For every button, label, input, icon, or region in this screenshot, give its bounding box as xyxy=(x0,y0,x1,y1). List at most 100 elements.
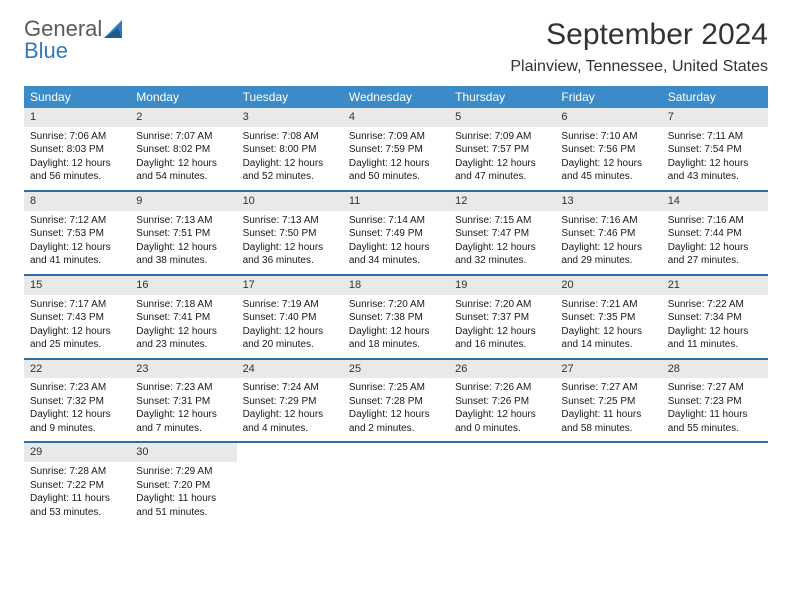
sunset-line: Sunset: 7:20 PM xyxy=(136,479,230,493)
daylight-line: Daylight: 12 hours and 27 minutes. xyxy=(668,241,762,268)
daylight-line: Daylight: 12 hours and 52 minutes. xyxy=(243,157,337,184)
sunset-line: Sunset: 7:37 PM xyxy=(455,311,549,325)
day-cell: 8Sunrise: 7:12 AMSunset: 7:53 PMDaylight… xyxy=(24,192,130,274)
sunset-line: Sunset: 8:03 PM xyxy=(30,143,124,157)
day-number: 25 xyxy=(343,360,449,379)
sunset-line: Sunset: 7:53 PM xyxy=(30,227,124,241)
sunset-line: Sunset: 7:34 PM xyxy=(668,311,762,325)
sunrise-line: Sunrise: 7:09 AM xyxy=(455,130,549,144)
sunrise-line: Sunrise: 7:13 AM xyxy=(136,214,230,228)
daylight-line: Daylight: 12 hours and 16 minutes. xyxy=(455,325,549,352)
day-cell: 24Sunrise: 7:24 AMSunset: 7:29 PMDayligh… xyxy=(237,360,343,442)
daylight-line: Daylight: 12 hours and 50 minutes. xyxy=(349,157,443,184)
daylight-line: Daylight: 12 hours and 43 minutes. xyxy=(668,157,762,184)
day-number: 18 xyxy=(343,276,449,295)
sunrise-line: Sunrise: 7:18 AM xyxy=(136,298,230,312)
sunset-line: Sunset: 7:50 PM xyxy=(243,227,337,241)
calendar: SundayMondayTuesdayWednesdayThursdayFrid… xyxy=(24,86,768,525)
day-cell: 12Sunrise: 7:15 AMSunset: 7:47 PMDayligh… xyxy=(449,192,555,274)
day-number: 23 xyxy=(130,360,236,379)
day-cell: 16Sunrise: 7:18 AMSunset: 7:41 PMDayligh… xyxy=(130,276,236,358)
daylight-line: Daylight: 12 hours and 34 minutes. xyxy=(349,241,443,268)
day-number: 26 xyxy=(449,360,555,379)
sunset-line: Sunset: 7:57 PM xyxy=(455,143,549,157)
day-cell: 23Sunrise: 7:23 AMSunset: 7:31 PMDayligh… xyxy=(130,360,236,442)
logo-text-blue: Blue xyxy=(24,38,68,63)
day-number: 19 xyxy=(449,276,555,295)
day-number: 4 xyxy=(343,108,449,127)
day-cell: 21Sunrise: 7:22 AMSunset: 7:34 PMDayligh… xyxy=(662,276,768,358)
day-header: Monday xyxy=(130,86,236,108)
day-cell: 5Sunrise: 7:09 AMSunset: 7:57 PMDaylight… xyxy=(449,108,555,190)
daylight-line: Daylight: 12 hours and 38 minutes. xyxy=(136,241,230,268)
day-header: Tuesday xyxy=(237,86,343,108)
sunrise-line: Sunrise: 7:11 AM xyxy=(668,130,762,144)
sunset-line: Sunset: 7:43 PM xyxy=(30,311,124,325)
daylight-line: Daylight: 12 hours and 7 minutes. xyxy=(136,408,230,435)
sunset-line: Sunset: 7:46 PM xyxy=(561,227,655,241)
daylight-line: Daylight: 11 hours and 51 minutes. xyxy=(136,492,230,519)
day-cell: 9Sunrise: 7:13 AMSunset: 7:51 PMDaylight… xyxy=(130,192,236,274)
day-cell: 2Sunrise: 7:07 AMSunset: 8:02 PMDaylight… xyxy=(130,108,236,190)
sunset-line: Sunset: 8:02 PM xyxy=(136,143,230,157)
page-title: September 2024 xyxy=(510,18,768,52)
daylight-line: Daylight: 12 hours and 14 minutes. xyxy=(561,325,655,352)
sunset-line: Sunset: 7:32 PM xyxy=(30,395,124,409)
sunrise-line: Sunrise: 7:27 AM xyxy=(668,381,762,395)
sunrise-line: Sunrise: 7:13 AM xyxy=(243,214,337,228)
page-subtitle: Plainview, Tennessee, United States xyxy=(510,58,768,76)
daylight-line: Daylight: 12 hours and 11 minutes. xyxy=(668,325,762,352)
daylight-line: Daylight: 12 hours and 45 minutes. xyxy=(561,157,655,184)
daylight-line: Daylight: 12 hours and 56 minutes. xyxy=(30,157,124,184)
day-number: 5 xyxy=(449,108,555,127)
sunset-line: Sunset: 7:23 PM xyxy=(668,395,762,409)
day-cell: 10 Sunrise: 7:13 AMSunset: 7:50 PMDayligh… xyxy=(237,192,343,274)
day-number: 24 xyxy=(237,360,343,379)
sunrise-line: Sunrise: 7:24 AM xyxy=(243,381,337,395)
sunrise-line: Sunrise: 7:28 AM xyxy=(30,465,124,479)
day-cell: 19Sunrise: 7:20 AMSunset: 7:37 PMDayligh… xyxy=(449,276,555,358)
day-number: 20 xyxy=(555,276,661,295)
day-header: Thursday xyxy=(449,86,555,108)
sunset-line: Sunset: 8:00 PM xyxy=(243,143,337,157)
sunset-line: Sunset: 7:40 PM xyxy=(243,311,337,325)
week-row: 8Sunrise: 7:12 AMSunset: 7:53 PMDaylight… xyxy=(24,190,768,274)
day-number: 2 xyxy=(130,108,236,127)
sunrise-line: Sunrise: 7:08 AM xyxy=(243,130,337,144)
day-cell: 17Sunrise: 7:19 AMSunset: 7:40 PMDayligh… xyxy=(237,276,343,358)
sunset-line: Sunset: 7:26 PM xyxy=(455,395,549,409)
sunrise-line: Sunrise: 7:17 AM xyxy=(30,298,124,312)
sunset-line: Sunset: 7:38 PM xyxy=(349,311,443,325)
day-cell: 14Sunrise: 7:16 AMSunset: 7:44 PMDayligh… xyxy=(662,192,768,274)
daylight-line: Daylight: 12 hours and 36 minutes. xyxy=(243,241,337,268)
day-cell: 1Sunrise: 7:06 AMSunset: 8:03 PMDaylight… xyxy=(24,108,130,190)
day-number: 3 xyxy=(237,108,343,127)
sunset-line: Sunset: 7:59 PM xyxy=(349,143,443,157)
day-number: 12 xyxy=(449,192,555,211)
header: General Blue September 2024 Plainview, T… xyxy=(24,18,768,76)
day-cell: 7Sunrise: 7:11 AMSunset: 7:54 PMDaylight… xyxy=(662,108,768,190)
title-block: September 2024 Plainview, Tennessee, Uni… xyxy=(510,18,768,76)
sunrise-line: Sunrise: 7:26 AM xyxy=(455,381,549,395)
sunset-line: Sunset: 7:22 PM xyxy=(30,479,124,493)
day-number: 27 xyxy=(555,360,661,379)
day-number: 28 xyxy=(662,360,768,379)
day-cell: 6Sunrise: 7:10 AMSunset: 7:56 PMDaylight… xyxy=(555,108,661,190)
day-cell-empty xyxy=(237,443,343,525)
day-number: 9 xyxy=(130,192,236,211)
sunrise-line: Sunrise: 7:19 AM xyxy=(243,298,337,312)
sunset-line: Sunset: 7:54 PM xyxy=(668,143,762,157)
day-number: 17 xyxy=(237,276,343,295)
sunrise-line: Sunrise: 7:09 AM xyxy=(349,130,443,144)
day-cell: 4 Sunrise: 7:09 AMSunset: 7:59 PMDaylight… xyxy=(343,108,449,190)
day-cell: 27Sunrise: 7:27 AMSunset: 7:25 PMDayligh… xyxy=(555,360,661,442)
sunrise-line: Sunrise: 7:16 AM xyxy=(668,214,762,228)
sunrise-line: Sunrise: 7:23 AM xyxy=(30,381,124,395)
sunrise-line: Sunrise: 7:10 AM xyxy=(561,130,655,144)
sunset-line: Sunset: 7:29 PM xyxy=(243,395,337,409)
sunrise-line: Sunrise: 7:25 AM xyxy=(349,381,443,395)
day-number: 16 xyxy=(130,276,236,295)
sunrise-line: Sunrise: 7:23 AM xyxy=(136,381,230,395)
day-number: 10 xyxy=(237,192,343,211)
daylight-line: Daylight: 12 hours and 18 minutes. xyxy=(349,325,443,352)
